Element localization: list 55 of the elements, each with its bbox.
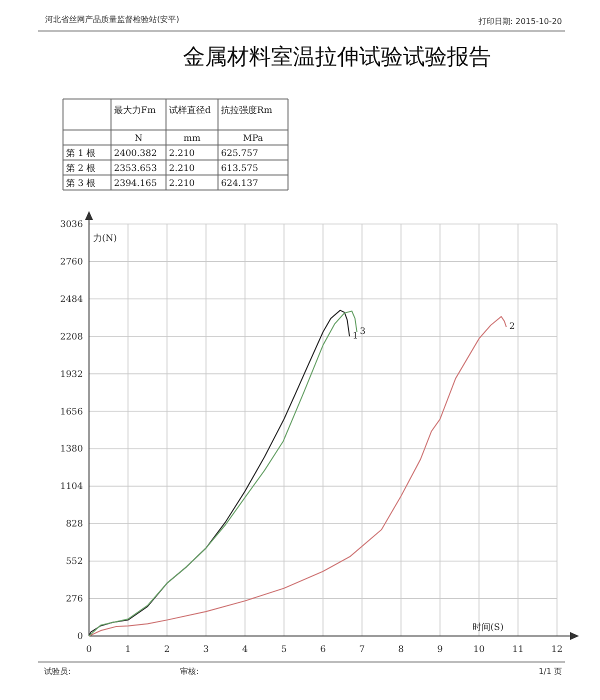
y-tick-label: 2208 <box>60 332 84 342</box>
text: 2.210 <box>169 179 196 189</box>
text: 第 3 根 <box>66 178 96 189</box>
x-axis-title: 时间(S) <box>472 622 504 633</box>
series-label: 2 <box>509 322 516 332</box>
text: 613.575 <box>221 164 258 174</box>
text: 最大力Fm <box>114 105 156 116</box>
x-tick-label: 2 <box>164 645 170 655</box>
text: 625.757 <box>221 149 258 159</box>
x-tick-label: 1 <box>125 645 131 655</box>
y-tick-label: 828 <box>66 520 84 530</box>
text: 河北省丝网产品质量监督检验站(安平) <box>45 15 180 24</box>
x-tick-label: 9 <box>437 645 444 655</box>
x-tick-label: 5 <box>281 645 288 655</box>
y-tick-label: 552 <box>66 557 83 568</box>
x-tick-label: 6 <box>320 645 326 655</box>
y-axis-title: 力(N) <box>93 233 117 244</box>
text: 试样直径d <box>169 105 211 116</box>
text: 1/1 页 <box>538 667 562 676</box>
text: mm <box>183 134 201 144</box>
x-tick-label: 10 <box>473 645 485 655</box>
y-tick-label: 1104 <box>60 482 84 492</box>
text: 金属材料室温拉伸试验试验报告 <box>183 45 491 70</box>
series-label: 3 <box>360 327 366 338</box>
text: 2.210 <box>169 149 196 159</box>
x-tick-label: 4 <box>242 645 248 655</box>
text: 624.137 <box>221 179 258 189</box>
text: 2400.382 <box>114 149 157 159</box>
x-tick-label: 7 <box>359 645 366 655</box>
text: MPa <box>242 134 264 144</box>
x-tick-label: 8 <box>398 645 404 655</box>
y-tick-label: 0 <box>77 632 84 642</box>
x-tick-label: 12 <box>551 645 563 655</box>
y-tick-label: 1932 <box>60 370 83 380</box>
x-tick-label: 3 <box>203 645 210 655</box>
text: N <box>134 134 143 144</box>
x-tick-label: 11 <box>512 645 524 655</box>
y-tick-label: 2760 <box>60 257 84 268</box>
text: 2394.165 <box>114 179 158 189</box>
text: 2.210 <box>169 164 196 174</box>
text: 打印日期: 2015-10-20 <box>477 17 562 26</box>
text: 第 1 根 <box>66 148 96 159</box>
text: 第 2 根 <box>66 163 96 174</box>
text: 2353.653 <box>114 164 158 174</box>
y-tick-label: 3036 <box>60 220 84 230</box>
series-label: 1 <box>352 331 358 342</box>
x-tick-label: 0 <box>86 645 92 655</box>
text: 审核: <box>180 667 199 676</box>
text: 试验员: <box>44 667 71 676</box>
line-series <box>88 316 507 637</box>
text: 抗拉强度Rm <box>221 105 273 116</box>
y-tick-label: 276 <box>66 594 84 605</box>
y-tick-label: 2484 <box>60 294 84 305</box>
y-tick-label: 1380 <box>60 444 84 455</box>
y-tick-label: 1656 <box>60 407 84 418</box>
